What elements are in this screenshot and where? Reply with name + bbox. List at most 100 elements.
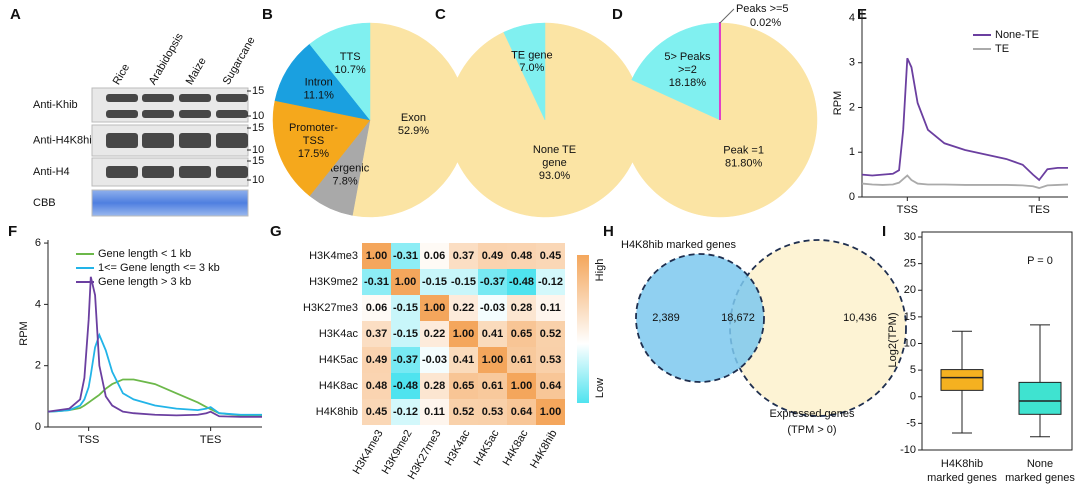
y-tick-label: 30 [904,231,916,243]
y-tick-label: 2 [35,360,41,372]
heat-cell [449,373,478,399]
panel-letter: C [435,6,446,23]
blot-band [106,133,138,148]
cell-label: 0.28 [511,302,532,314]
region-count: 18,672 [721,312,755,324]
row-label: H3K4ac [319,328,359,340]
line-series [861,174,1069,189]
slice-label-line: Intron [305,76,333,88]
set-label: H4K8hib marked genes [621,239,736,251]
cell-label: -0.37 [393,354,418,366]
x-tick-label: TES [1028,204,1049,216]
blot-band [216,110,248,118]
row-label: H4K8ac [319,380,359,392]
heat-cell [391,373,420,399]
cell-label: 0.28 [424,380,445,392]
slice-label-line: Promoter- [289,122,338,134]
heat-cell [391,295,420,321]
heat-cell [362,269,391,295]
y-tick-label: 25 [904,258,916,270]
heat-cell [391,321,420,347]
set-label-line: Expressed genes [770,408,855,420]
size-marker: 15 [252,85,264,97]
heat-cell [362,295,391,321]
panel-letter: F [8,223,17,240]
line-series [47,332,262,416]
slice-value: 52.9% [398,125,429,137]
cell-label: -0.48 [509,276,534,288]
slice-label-line: None TE [533,144,576,156]
slice-label-line: gene [542,157,566,169]
heat-cell [507,243,536,269]
blot-row-label: Anti-H4 [33,166,70,178]
heat-cell [420,321,449,347]
y-tick-label: -5 [906,417,916,429]
column-label: H4K8hib [528,428,559,471]
annotation: P = 0 [1027,255,1053,267]
box [1018,381,1062,415]
slice-label: Peaks >=5 [736,3,789,15]
blot-band [216,133,248,148]
set-label: Expressed genes (TPM > 0) [770,408,855,436]
cell-label: 0.45 [366,406,387,418]
heat-cell [362,373,391,399]
slice-label-line: TE gene [511,49,553,61]
row-label: H3K27me3 [303,302,358,314]
x-tick-label-line: H4K8hib [941,458,983,470]
cell-label: 0.52 [453,406,474,418]
panel-letter: B [262,6,273,23]
slice-value: 7.8% [333,176,358,188]
cell-label: -0.12 [393,406,418,418]
slice-value: 17.5% [298,148,329,160]
cell-label: 0.64 [540,380,562,392]
slice-value: 0.02% [750,17,781,29]
cell-label: 0.37 [453,250,474,262]
panel-letter: H [603,223,614,240]
slice-label-line: Peak =1 [723,145,764,157]
cell-label: 0.53 [482,406,503,418]
cell-label: 0.49 [482,250,503,262]
heat-cell [478,321,507,347]
heat-cell [536,243,565,269]
cell-label: 0.06 [424,250,445,262]
colorbar-high: High [594,259,606,282]
heat-cell [478,243,507,269]
blot-band [106,166,138,178]
y-tick-label: 2 [849,101,855,113]
cell-label: 0.11 [540,302,561,314]
pie-slice [274,43,371,121]
slice-label-line: TSS [303,135,324,147]
panel-letter: D [612,6,623,23]
slice-label-line: Exon [401,112,426,124]
heat-cell [507,347,536,373]
slice-value: 7.0% [519,62,544,74]
cell-label: 0.64 [511,406,533,418]
slice-label: 5> Peaks >=2 [664,51,711,76]
line-series [861,57,1068,182]
heat-cell [536,321,565,347]
cell-label: 1.00 [395,276,416,288]
cell-label: 0.41 [453,354,474,366]
blot-band [106,110,138,118]
legend-label: TE [995,43,1009,55]
cell-label: 0.53 [540,354,561,366]
blot-band [179,133,211,148]
cell-label: 1.00 [453,328,474,340]
cell-label: -0.48 [393,380,418,392]
slice-value: 10.7% [335,64,366,76]
pie-slice [503,22,546,121]
cell-label: -0.31 [364,276,389,288]
cell-label: 0.48 [511,250,532,262]
cell-label: 0.48 [366,380,387,392]
pie-slice [309,22,371,121]
blot-strip [91,189,249,217]
heat-cell [478,269,507,295]
heat-cell [507,321,536,347]
blot-band [179,94,211,102]
cell-label: 1.00 [540,406,561,418]
x-tick-label: H4K8hib marked genes [927,458,997,484]
cell-label: -0.15 [393,302,418,314]
blot-band [106,94,138,102]
blot-band [142,110,174,118]
blot-row-label: Anti-Khib [33,99,78,111]
